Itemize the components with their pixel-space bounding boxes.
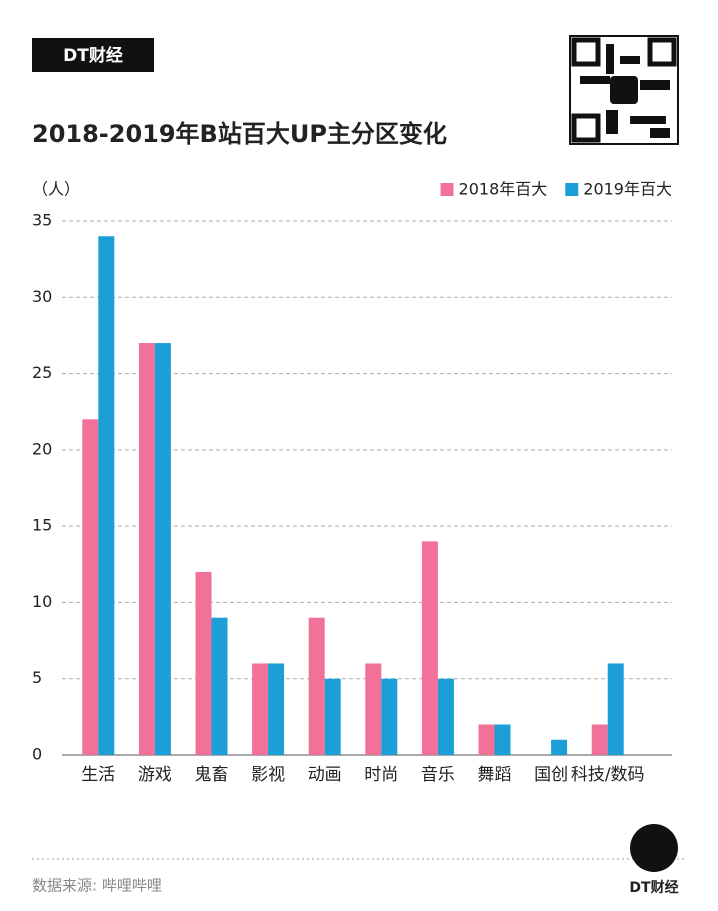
bar bbox=[365, 663, 382, 755]
bar bbox=[308, 617, 325, 755]
y-tick-label: 20 bbox=[32, 439, 52, 458]
bar bbox=[324, 678, 341, 755]
legend-swatch bbox=[565, 183, 579, 196]
chart-title: 2018-2019年B站百大UP主分区变化 bbox=[32, 120, 447, 148]
x-tick-label: 科技/数码 bbox=[571, 765, 645, 785]
bar bbox=[98, 236, 115, 755]
bar bbox=[211, 617, 228, 755]
bar bbox=[154, 343, 171, 755]
qr-code bbox=[569, 35, 679, 145]
legend-swatch bbox=[440, 183, 454, 196]
y-tick-label: 5 bbox=[32, 668, 42, 687]
footer-brand: DT财经 bbox=[629, 879, 678, 896]
bar bbox=[437, 678, 454, 755]
source: 数据来源: 哔哩哔哩 bbox=[32, 877, 162, 895]
y-tick-label: 35 bbox=[32, 211, 52, 230]
bar bbox=[494, 724, 511, 755]
x-tick-label: 影视 bbox=[251, 765, 285, 785]
brand: DT财经 bbox=[63, 45, 123, 66]
x-tick-label: 舞蹈 bbox=[478, 765, 512, 785]
bar bbox=[82, 419, 99, 755]
y-axis-label: （人） bbox=[32, 180, 80, 199]
bar bbox=[421, 541, 438, 755]
legend-label: 2019年百大 bbox=[583, 180, 672, 199]
y-tick-label: 0 bbox=[32, 745, 42, 764]
bar bbox=[478, 724, 495, 755]
y-tick-label: 25 bbox=[32, 363, 52, 382]
bar bbox=[195, 571, 212, 755]
bar bbox=[252, 663, 269, 755]
x-tick-label: 鬼畜 bbox=[195, 765, 229, 785]
bar bbox=[607, 663, 624, 755]
bar bbox=[551, 739, 568, 755]
y-tick-label: 15 bbox=[32, 516, 52, 535]
x-tick-label: 国创 bbox=[534, 765, 568, 785]
x-tick-label: 时尚 bbox=[364, 765, 398, 785]
footer-logo bbox=[630, 824, 678, 872]
x-tick-label: 动画 bbox=[308, 765, 342, 785]
y-tick-label: 30 bbox=[32, 287, 52, 306]
x-tick-label: 游戏 bbox=[138, 765, 172, 785]
bar bbox=[381, 678, 398, 755]
bar bbox=[268, 663, 285, 755]
bar bbox=[138, 343, 155, 755]
brand-badge bbox=[32, 38, 154, 72]
x-tick-label: 音乐 bbox=[421, 765, 455, 785]
bar bbox=[591, 724, 608, 755]
x-tick-label: 生活 bbox=[81, 765, 115, 785]
y-tick-label: 10 bbox=[32, 592, 52, 611]
legend-label: 2018年百大 bbox=[459, 180, 548, 199]
